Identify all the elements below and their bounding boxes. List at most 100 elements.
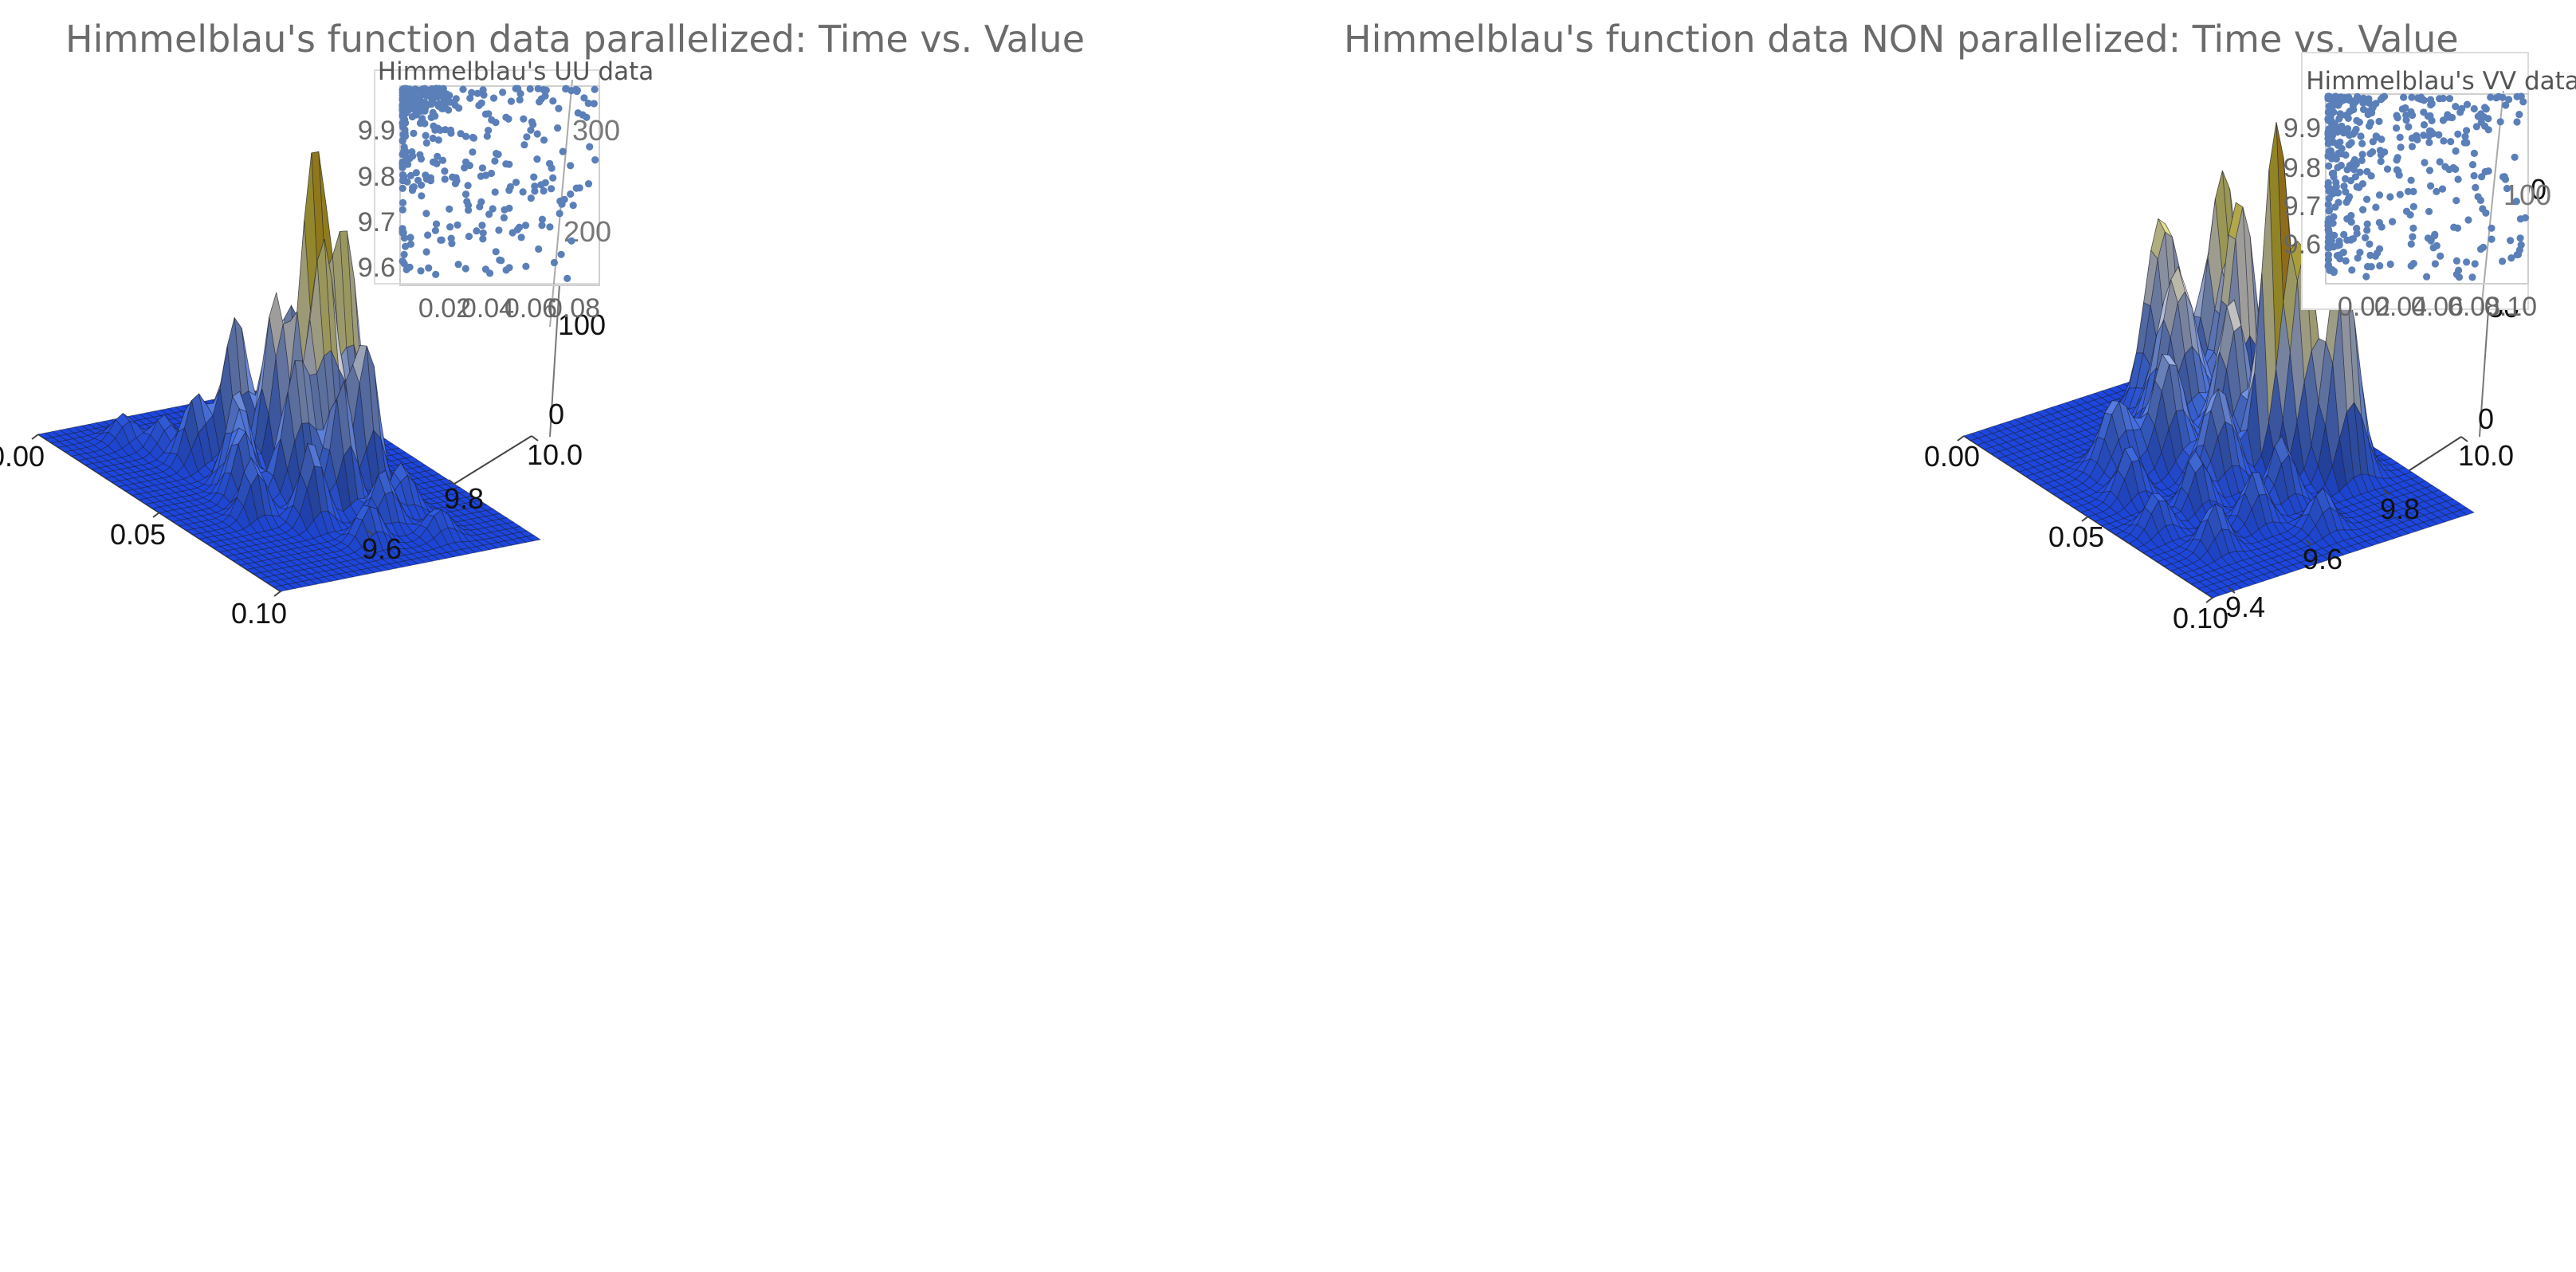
scatter-point bbox=[465, 206, 473, 214]
scatter-point bbox=[492, 119, 500, 127]
scatter-point bbox=[2386, 193, 2394, 201]
scatter-point bbox=[2455, 266, 2463, 274]
scatter-point bbox=[489, 94, 498, 102]
scatter-point bbox=[2452, 165, 2460, 173]
scatter-point bbox=[441, 175, 449, 183]
scatter-point bbox=[2409, 233, 2417, 241]
scatter-point bbox=[567, 190, 575, 198]
y-tick-label: 9.6 bbox=[362, 532, 402, 565]
inset-x-tick-label: 0.02 bbox=[418, 293, 471, 324]
x-tick-label: 0.05 bbox=[110, 518, 166, 551]
scatter-point bbox=[496, 256, 504, 264]
scatter-point bbox=[2472, 123, 2480, 131]
scatter-point bbox=[2358, 151, 2366, 159]
scatter-point bbox=[2327, 134, 2334, 142]
scatter-point bbox=[2407, 240, 2415, 248]
tick-labels: 0.000.050.109.49.69.810.0050100 bbox=[1924, 173, 2547, 634]
scatter-point bbox=[2393, 156, 2401, 164]
scatter-point bbox=[2436, 158, 2444, 166]
scatter-point bbox=[537, 181, 545, 189]
scatter-point bbox=[2325, 229, 2333, 237]
scatter-point bbox=[2429, 130, 2437, 138]
scatter-point bbox=[2507, 254, 2515, 262]
scatter-point bbox=[2389, 218, 2397, 226]
scatter-point bbox=[2342, 188, 2350, 196]
x-tick-mark bbox=[152, 512, 160, 518]
scatter-point bbox=[485, 210, 493, 218]
scatter-point bbox=[512, 179, 520, 186]
scatter-point bbox=[2468, 273, 2476, 281]
inset-x-tick-label: 0.04 bbox=[2374, 292, 2427, 322]
scatter-point bbox=[591, 156, 599, 164]
scatter-point bbox=[485, 110, 493, 118]
scatter-point bbox=[2468, 161, 2477, 169]
scatter-point bbox=[447, 129, 455, 137]
scatter-point bbox=[519, 188, 527, 196]
y-tick-mark bbox=[2460, 436, 2468, 442]
y-tick-mark bbox=[2228, 587, 2236, 594]
scatter-point bbox=[2435, 131, 2443, 139]
scatter-point bbox=[583, 113, 591, 121]
scatter-point bbox=[399, 177, 407, 185]
scatter-point bbox=[2478, 173, 2486, 181]
scatter-point bbox=[2420, 132, 2428, 139]
scatter-point bbox=[590, 100, 598, 108]
scatter-point bbox=[2479, 205, 2487, 213]
scatter-point bbox=[436, 126, 445, 134]
y-tick-mark bbox=[2305, 540, 2313, 546]
scatter-point bbox=[479, 235, 487, 243]
scatter-point bbox=[479, 229, 487, 237]
inset-y-tick-label: 9.8 bbox=[2283, 153, 2321, 183]
scatter-point bbox=[520, 115, 528, 123]
scatter-point bbox=[432, 220, 441, 228]
scatter-point bbox=[2393, 124, 2401, 132]
scatter-point bbox=[2499, 93, 2507, 101]
scatter-point bbox=[2423, 273, 2431, 281]
scatter-point bbox=[399, 184, 406, 192]
scatter-point bbox=[2456, 108, 2464, 116]
scatter-point bbox=[2380, 92, 2389, 100]
scatter-point bbox=[2344, 114, 2352, 122]
scatter-point bbox=[2424, 112, 2432, 120]
scatter-point bbox=[2480, 243, 2488, 251]
surface-mesh bbox=[37, 151, 542, 592]
scatter-point bbox=[432, 270, 440, 278]
scatter-point bbox=[2358, 139, 2366, 147]
scatter-point bbox=[2443, 113, 2452, 121]
scatter-point bbox=[2340, 127, 2348, 135]
scatter-point bbox=[523, 133, 531, 141]
scatter-point bbox=[554, 124, 562, 132]
scatter-point bbox=[399, 198, 407, 206]
scatter-point bbox=[2349, 235, 2357, 243]
scatter-point bbox=[2363, 220, 2371, 228]
inset-x-tick-label: 0.04 bbox=[461, 293, 514, 324]
scatter-point bbox=[424, 231, 432, 239]
scatter-point bbox=[452, 95, 460, 103]
y-tick-mark bbox=[531, 435, 539, 442]
scatter-point bbox=[2513, 118, 2521, 126]
scatter-point bbox=[2366, 251, 2374, 259]
x-tick-label: 0.00 bbox=[0, 440, 45, 473]
scatter-point bbox=[2397, 143, 2405, 151]
x-tick-mark bbox=[1957, 435, 1965, 442]
scatter-point bbox=[527, 194, 535, 202]
scatter-point bbox=[427, 92, 435, 100]
scatter-point bbox=[2326, 186, 2334, 194]
scatter-point bbox=[505, 204, 513, 212]
scatter-point bbox=[2455, 273, 2464, 281]
scatter-point bbox=[485, 127, 493, 135]
scatter-point bbox=[529, 120, 537, 128]
scatter-point bbox=[2484, 167, 2492, 175]
scatter-point bbox=[434, 136, 442, 144]
scatter-point bbox=[2505, 96, 2513, 104]
scatter-point bbox=[2342, 151, 2350, 159]
scatter-point bbox=[2396, 190, 2404, 198]
surface-plot-non-parallelized[interactable]: 0.000.050.109.49.69.810.0050100Himmelbla… bbox=[1288, 0, 2576, 1272]
x-tick-mark bbox=[2205, 597, 2213, 603]
scatter-point bbox=[541, 92, 549, 100]
scatter-point bbox=[2409, 112, 2417, 120]
scatter-point bbox=[447, 234, 455, 242]
scatter-point bbox=[575, 184, 583, 192]
scatter-point bbox=[489, 205, 497, 213]
